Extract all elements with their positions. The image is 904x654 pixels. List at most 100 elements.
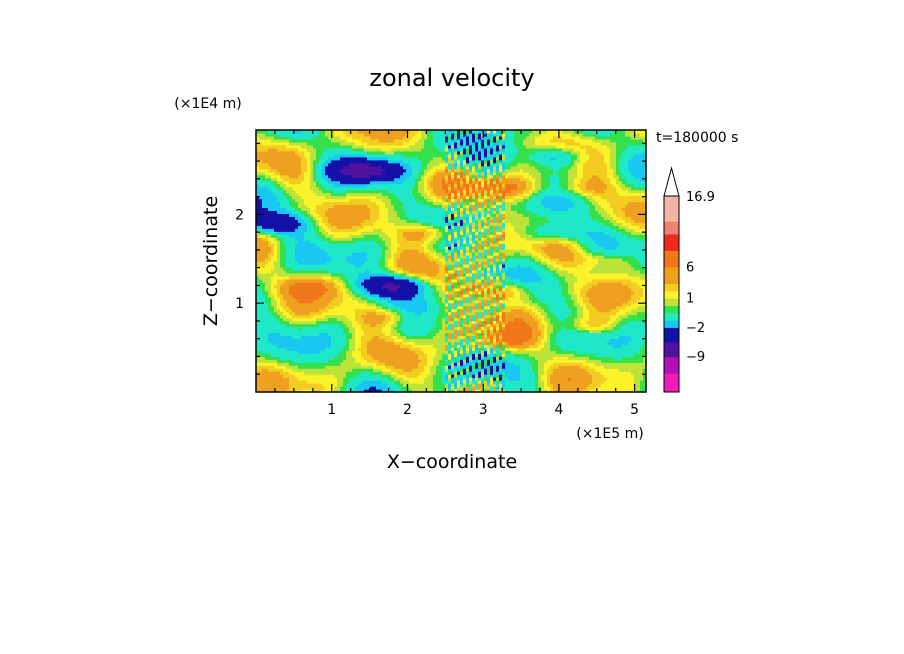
field-cell: [493, 389, 497, 392]
field-cell: [490, 359, 494, 363]
field-cell: [472, 317, 476, 322]
field-cell: [544, 305, 548, 310]
field-cell: [325, 320, 329, 325]
field-cell: [622, 332, 626, 337]
field-cell: [421, 344, 425, 348]
field-cell: [493, 386, 497, 390]
field-cell: [553, 314, 557, 319]
field-cell: [601, 314, 605, 319]
field-cell: [352, 347, 356, 351]
field-cell: [484, 371, 488, 375]
field-cell: [595, 308, 599, 313]
field-cell: [607, 359, 611, 363]
field-cell: [325, 383, 329, 387]
field-cell: [307, 329, 311, 334]
field-cell: [493, 329, 497, 334]
field-cell: [340, 377, 344, 381]
field-cell: [328, 338, 332, 342]
field-cell: [451, 314, 455, 319]
field-cell: [262, 389, 266, 392]
field-cell: [409, 368, 413, 372]
field-cell: [604, 344, 608, 348]
field-cell: [577, 323, 581, 328]
field-cell: [610, 329, 614, 334]
field-cell: [496, 338, 500, 342]
field-cell: [316, 308, 320, 313]
field-cell: [535, 323, 539, 328]
field-cell: [541, 344, 545, 348]
field-cell: [307, 380, 311, 384]
field-cell: [397, 356, 401, 360]
field-cell: [451, 350, 455, 354]
field-cell: [361, 389, 365, 392]
field-cell: [535, 350, 539, 354]
field-cell: [577, 362, 581, 366]
field-cell: [469, 365, 473, 369]
field-cell: [550, 335, 554, 340]
field-cell: [445, 347, 449, 351]
field-cell: [442, 302, 446, 307]
field-cell: [640, 326, 644, 331]
field-cell: [433, 389, 437, 392]
field-cell: [589, 308, 593, 313]
field-cell: [361, 329, 365, 334]
field-cell: [628, 314, 632, 319]
field-cell: [283, 362, 287, 366]
field-cell: [259, 383, 263, 387]
field-cell: [349, 359, 353, 363]
field-cell: [388, 341, 392, 345]
field-cell: [331, 377, 335, 381]
field-cell: [430, 368, 434, 372]
field-cell: [331, 341, 335, 345]
field-cell: [412, 359, 416, 363]
field-cell: [319, 368, 323, 372]
field-cell: [556, 380, 560, 384]
field-cell: [586, 335, 590, 340]
field-cell: [400, 320, 404, 325]
field-cell: [298, 347, 302, 351]
field-cell: [373, 362, 377, 366]
field-cell: [373, 356, 377, 360]
field-cell: [406, 332, 410, 337]
field-cell: [376, 356, 380, 360]
field-cell: [529, 338, 533, 342]
field-cell: [349, 338, 353, 342]
field-cell: [616, 320, 620, 325]
field-cell: [463, 320, 467, 325]
field-cell: [487, 314, 491, 319]
field-cell: [298, 338, 302, 342]
field-cell: [295, 308, 299, 313]
field-cell: [421, 383, 425, 387]
field-cell: [526, 326, 530, 331]
field-cell: [379, 314, 383, 319]
field-cell: [304, 359, 308, 363]
field-cell: [259, 344, 263, 348]
field-cell: [295, 380, 299, 384]
field-cell: [301, 362, 305, 366]
field-cell: [478, 323, 482, 328]
field-cell: [577, 365, 581, 369]
field-cell: [274, 341, 278, 345]
field-cell: [466, 305, 470, 310]
field-cell: [364, 371, 368, 375]
field-cell: [280, 365, 284, 369]
field-cell: [349, 326, 353, 331]
field-cell: [328, 377, 332, 381]
field-cell: [352, 341, 356, 345]
field-cell: [337, 383, 341, 387]
field-cell: [568, 338, 572, 342]
field-cell: [418, 371, 422, 375]
field-cell: [556, 383, 560, 387]
field-cell: [343, 359, 347, 363]
field-cell: [292, 314, 296, 319]
field-cell: [607, 368, 611, 372]
field-cell: [427, 359, 431, 363]
field-cell: [265, 365, 269, 369]
field-cell: [628, 365, 632, 369]
field-cell: [352, 374, 356, 378]
field-cell: [367, 371, 371, 375]
field-cell: [286, 302, 290, 307]
field-cell: [562, 350, 566, 354]
field-cell: [325, 314, 329, 319]
field-cell: [436, 359, 440, 363]
